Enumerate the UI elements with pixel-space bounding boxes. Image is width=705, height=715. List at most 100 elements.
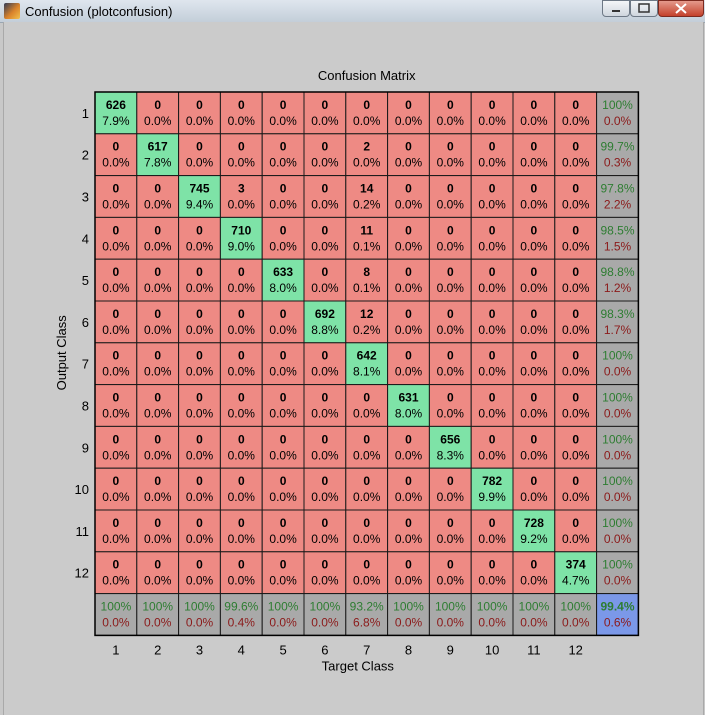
y-axis-label: Output Class [54, 315, 69, 391]
matrix-cell-value: 0 [489, 516, 496, 530]
matrix-cell-value: 0 [238, 98, 245, 112]
row-summary-cell-percent: 1.5% [604, 239, 632, 253]
matrix-cell-value: 8 [363, 265, 370, 279]
matrix-cell [136, 300, 180, 344]
matrix-cell-percent: 0.0% [269, 448, 297, 462]
matrix-cell-value: 0 [280, 391, 287, 405]
matrix-cell [178, 133, 221, 177]
maximize-icon [638, 3, 650, 13]
matrix-cell-percent: 0.0% [102, 448, 130, 462]
matrix-cell-percent: 0.1% [353, 239, 381, 253]
matrix-cell-percent: 0.0% [395, 532, 423, 546]
matrix-cell [554, 216, 598, 260]
matrix-cell-value: 0 [447, 307, 454, 321]
x-tick-label: 8 [405, 642, 412, 657]
matrix-cell-value: 0 [405, 432, 412, 446]
matrix-cell-percent: 0.0% [437, 281, 465, 295]
matrix-cell-value: 0 [531, 349, 538, 363]
matrix-cell-percent: 0.0% [269, 239, 297, 253]
matrix-cell-value: 0 [572, 432, 579, 446]
matrix-cell-value: 0 [196, 223, 203, 237]
column-summary-cell-percent: 0.0% [437, 616, 465, 630]
matrix-cell-value: 626 [106, 98, 126, 112]
x-axis-label: Target Class [322, 658, 395, 673]
row-summary-cell-percent: 0.0% [604, 490, 632, 504]
matrix-cell-percent: 8.8% [311, 323, 339, 337]
matrix-cell [303, 467, 347, 511]
matrix-cell [136, 175, 180, 218]
matrix-cell-value: 0 [405, 140, 412, 154]
matrix-cell [261, 300, 305, 344]
matrix-cell-value: 0 [322, 140, 329, 154]
minimize-button[interactable] [602, 0, 630, 17]
matrix-cell-value: 0 [531, 307, 538, 321]
matrix-cell-value: 782 [482, 474, 502, 488]
matrix-cell-percent: 0.0% [144, 407, 172, 421]
row-summary-cell-percent: 1.2% [604, 281, 632, 295]
chart-title: Confusion Matrix [318, 68, 416, 83]
matrix-cell-value: 0 [113, 516, 120, 530]
column-summary-cell-value: 100% [310, 600, 341, 614]
matrix-cell [94, 509, 138, 553]
matrix-cell-value: 0 [405, 265, 412, 279]
matrix-cell-percent: 0.0% [311, 365, 339, 379]
matrix-cell-value: 0 [280, 349, 287, 363]
column-summary-cell-value: 100% [477, 600, 508, 614]
close-button[interactable] [658, 0, 704, 17]
matrix-cell-value: 0 [238, 265, 245, 279]
title-bar[interactable]: Confusion (plotconfusion) [0, 0, 705, 23]
matrix-cell-value: 0 [154, 98, 161, 112]
matrix-cell-percent: 0.0% [269, 532, 297, 546]
matrix-cell [428, 384, 472, 427]
matrix-cell-value: 0 [196, 98, 203, 112]
matrix-cell [261, 175, 305, 218]
matrix-cell-value: 0 [154, 391, 161, 405]
matrix-cell-value: 0 [322, 349, 329, 363]
matrix-cell-value: 0 [447, 223, 454, 237]
matrix-cell-value: 0 [280, 182, 287, 196]
matrix-cell-value: 0 [196, 307, 203, 321]
matrix-cell-percent: 0.0% [311, 114, 339, 128]
matrix-cell-value: 0 [572, 265, 579, 279]
column-summary-cell-value: 100% [435, 600, 466, 614]
matrix-cell-percent: 0.0% [186, 323, 214, 337]
row-summary-cell-percent: 0.0% [604, 574, 632, 588]
x-tick-label: 2 [154, 642, 161, 657]
matrix-cell [470, 175, 514, 218]
matrix-cell-percent: 0.0% [144, 239, 172, 253]
column-summary-cell-percent: 0.0% [311, 616, 339, 630]
row-summary-cell [596, 509, 639, 553]
matrix-cell-percent: 0.0% [269, 365, 297, 379]
matrix-cell-percent: 9.2% [520, 532, 548, 546]
matrix-cell-percent: 0.0% [437, 574, 465, 588]
matrix-cell-value: 631 [398, 391, 418, 405]
matrix-cell-value: 0 [238, 474, 245, 488]
matrix-cell [428, 467, 472, 511]
matrix-cell [303, 342, 347, 386]
matrix-cell-value: 0 [531, 474, 538, 488]
column-summary-cell [219, 593, 263, 636]
matrix-cell-percent: 0.0% [478, 448, 506, 462]
matrix-cell-percent: 0.0% [520, 448, 548, 462]
row-summary-cell [596, 342, 639, 386]
matrix-cell-percent: 7.9% [102, 114, 130, 128]
matrix-cell-value: 0 [531, 182, 538, 196]
matrix-cell-percent: 0.0% [395, 365, 423, 379]
matrix-cell-percent: 0.0% [311, 407, 339, 421]
matrix-cell-value: 0 [113, 558, 120, 572]
x-tick-label: 10 [485, 642, 499, 657]
matrix-cell [345, 467, 389, 511]
matrix-cell [261, 384, 305, 427]
matrix-cell-percent: 0.0% [186, 448, 214, 462]
matrix-cell-value: 0 [196, 140, 203, 154]
matrix-cell-value: 0 [196, 265, 203, 279]
matrix-cell-value: 0 [531, 391, 538, 405]
matrix-cell-percent: 0.0% [353, 448, 381, 462]
matrix-cell [261, 467, 305, 511]
matrix-cell-percent: 0.0% [311, 448, 339, 462]
y-tick-label: 2 [82, 148, 89, 163]
matrix-cell-percent: 0.0% [562, 407, 590, 421]
matrix-cell [554, 384, 598, 427]
maximize-button[interactable] [630, 0, 658, 17]
matrix-cell-percent: 0.0% [228, 281, 256, 295]
